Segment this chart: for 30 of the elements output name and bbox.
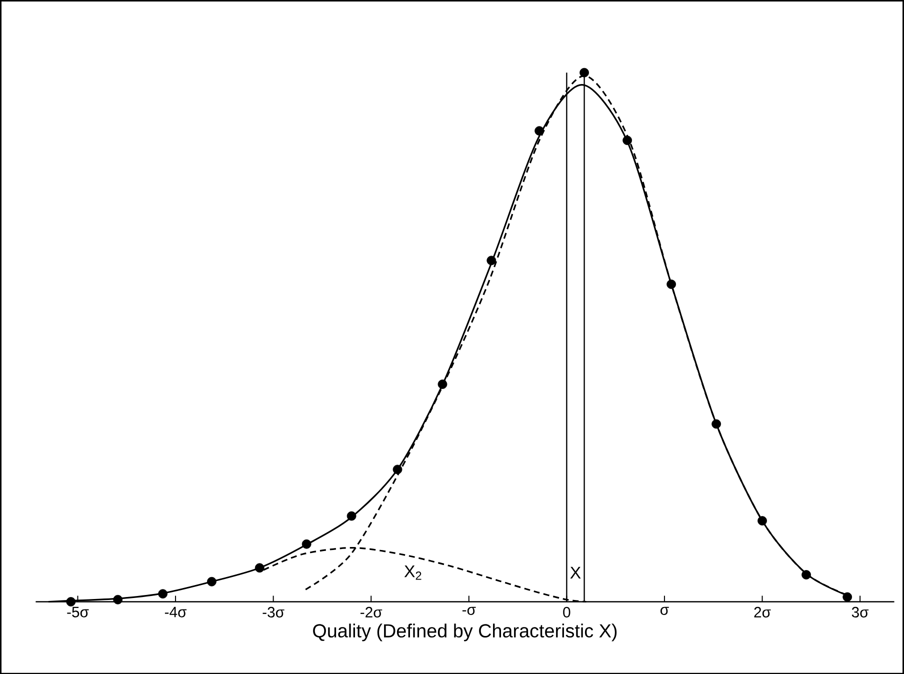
point [666,279,676,289]
point [534,126,544,136]
x-tick-label: σ [660,606,669,615]
annotation: X$_{2}$ [404,565,422,580]
x-tick-label: -3σ [262,606,284,618]
point [580,68,589,78]
point [622,135,632,145]
point [712,419,721,428]
x-tick-label: -σ [462,606,476,615]
point [113,594,123,604]
point [758,516,767,526]
point [66,596,76,606]
x-tick-label: -5σ [67,606,89,618]
x-tick-label: 3σ [852,606,869,618]
point [302,539,312,549]
annotation: X [570,566,581,578]
point [207,576,216,586]
point [842,592,852,602]
x-tick-label: 2σ [754,606,771,618]
x-axis-title: Quality (Defined by Characteristic X) [313,623,617,642]
x-tick-label: -2σ [360,606,382,618]
point [158,588,168,598]
point [254,563,264,572]
x-tick-label: -4σ [164,606,187,618]
point [486,256,496,265]
point [346,511,356,521]
point [438,379,448,389]
point [802,570,811,580]
point [392,464,402,474]
x-tick-label: 0 [563,606,570,618]
